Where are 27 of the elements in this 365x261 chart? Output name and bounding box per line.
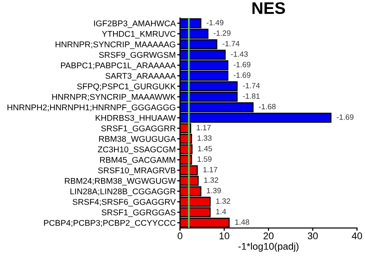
x-tick-label: 30 [308, 232, 318, 240]
y-tick-label: HNRNPR;SYNCRIP_MAAAAAG [56, 41, 176, 49]
y-tick-label: RBM38_WGUGUGA [99, 136, 176, 144]
y-tick-label: SRSF9_GGRWGSM [99, 52, 176, 60]
y-tick-label: SRSF4;SRSF6_GGAGGRV [72, 198, 176, 206]
x-tick-label: 0 [178, 232, 182, 240]
y-tick-label: IGF2BP3_AMAHWCA [94, 20, 176, 28]
y-tick-label: LIN28A;LIN28B_CGGAGGR [70, 188, 176, 196]
y-tick-label: PCBP4;PCBP3;PCBP2_CCYYCCC [44, 220, 176, 228]
x-tick-label: 20 [264, 232, 274, 240]
y-tick-label: RBM24;RBM38_WGWGUGW [64, 178, 176, 186]
x-tick-label: 10 [220, 232, 230, 240]
y-tick-label: PABPC1;PABPC1L_ARAAAAA [61, 62, 176, 70]
y-tick-label: YTHDC1_KMRUVC [102, 30, 176, 38]
y-tick-label: HNRNPH2;HNRNPH1;HNRNPF_GGGAGGG [8, 104, 176, 112]
x-tick-label: 40 [352, 232, 362, 240]
y-tick-label: SRSF1_GGRGGAS [102, 209, 176, 217]
y-tick-label: SFPQ;PSPC1_GURGUKK [77, 83, 176, 91]
x-axis-title: -1*log10(padj) [238, 242, 298, 252]
y-tick-label: KHDRBS3_HHUAAW [96, 114, 176, 122]
y-tick-label: HNRNPR;SYNCRIP_MAAAWWK [52, 94, 176, 102]
y-tick-label: SRSF10_MRAGRVB [98, 167, 176, 175]
y-tick-label: SRSF1_GGAGGRR [101, 125, 176, 133]
y-tick-label: SART3_ARAAAAA [105, 72, 176, 80]
y-tick-label: RBM45_GACGAMM [100, 156, 176, 164]
y-tick-label: ZC3H10_SSAGCGM [98, 146, 176, 154]
chart-title: NES [252, 2, 285, 14]
